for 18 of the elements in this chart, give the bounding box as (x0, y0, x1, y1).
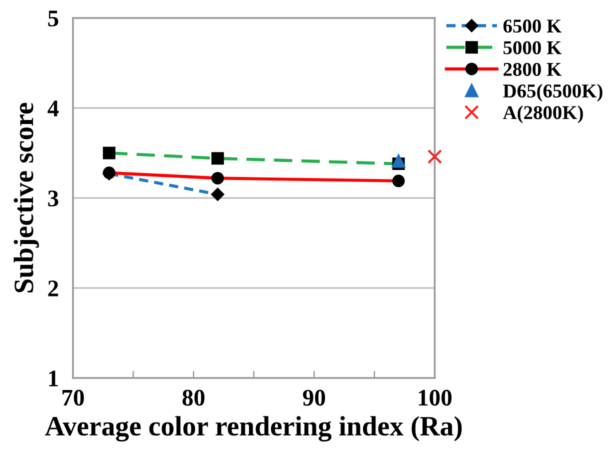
x-axis-title: Average color rendering index (Ra) (45, 416, 462, 442)
x-tick-label: 100 (418, 390, 452, 406)
point (392, 154, 406, 168)
x-tick-label: 70 (62, 390, 84, 406)
legend-label: D65(6500K) (503, 84, 602, 102)
x-tick-label: 90 (302, 390, 326, 406)
y-tick-label: 5 (48, 10, 58, 26)
y-tick-label: 4 (48, 100, 59, 116)
legend-label: A(2800K) (502, 106, 583, 124)
y-tick-label: 2 (48, 280, 58, 296)
y-axis-title: Subjective score (14, 102, 39, 292)
legend-label: 6500 K (503, 20, 562, 33)
legend-label: 5000 K (504, 41, 562, 54)
point (427, 149, 442, 164)
y-tick-label: 3 (48, 190, 58, 206)
legend-label: 2800 K (504, 62, 562, 76)
x-tick-label: 80 (182, 390, 204, 406)
y-tick-label: 1 (49, 370, 58, 386)
